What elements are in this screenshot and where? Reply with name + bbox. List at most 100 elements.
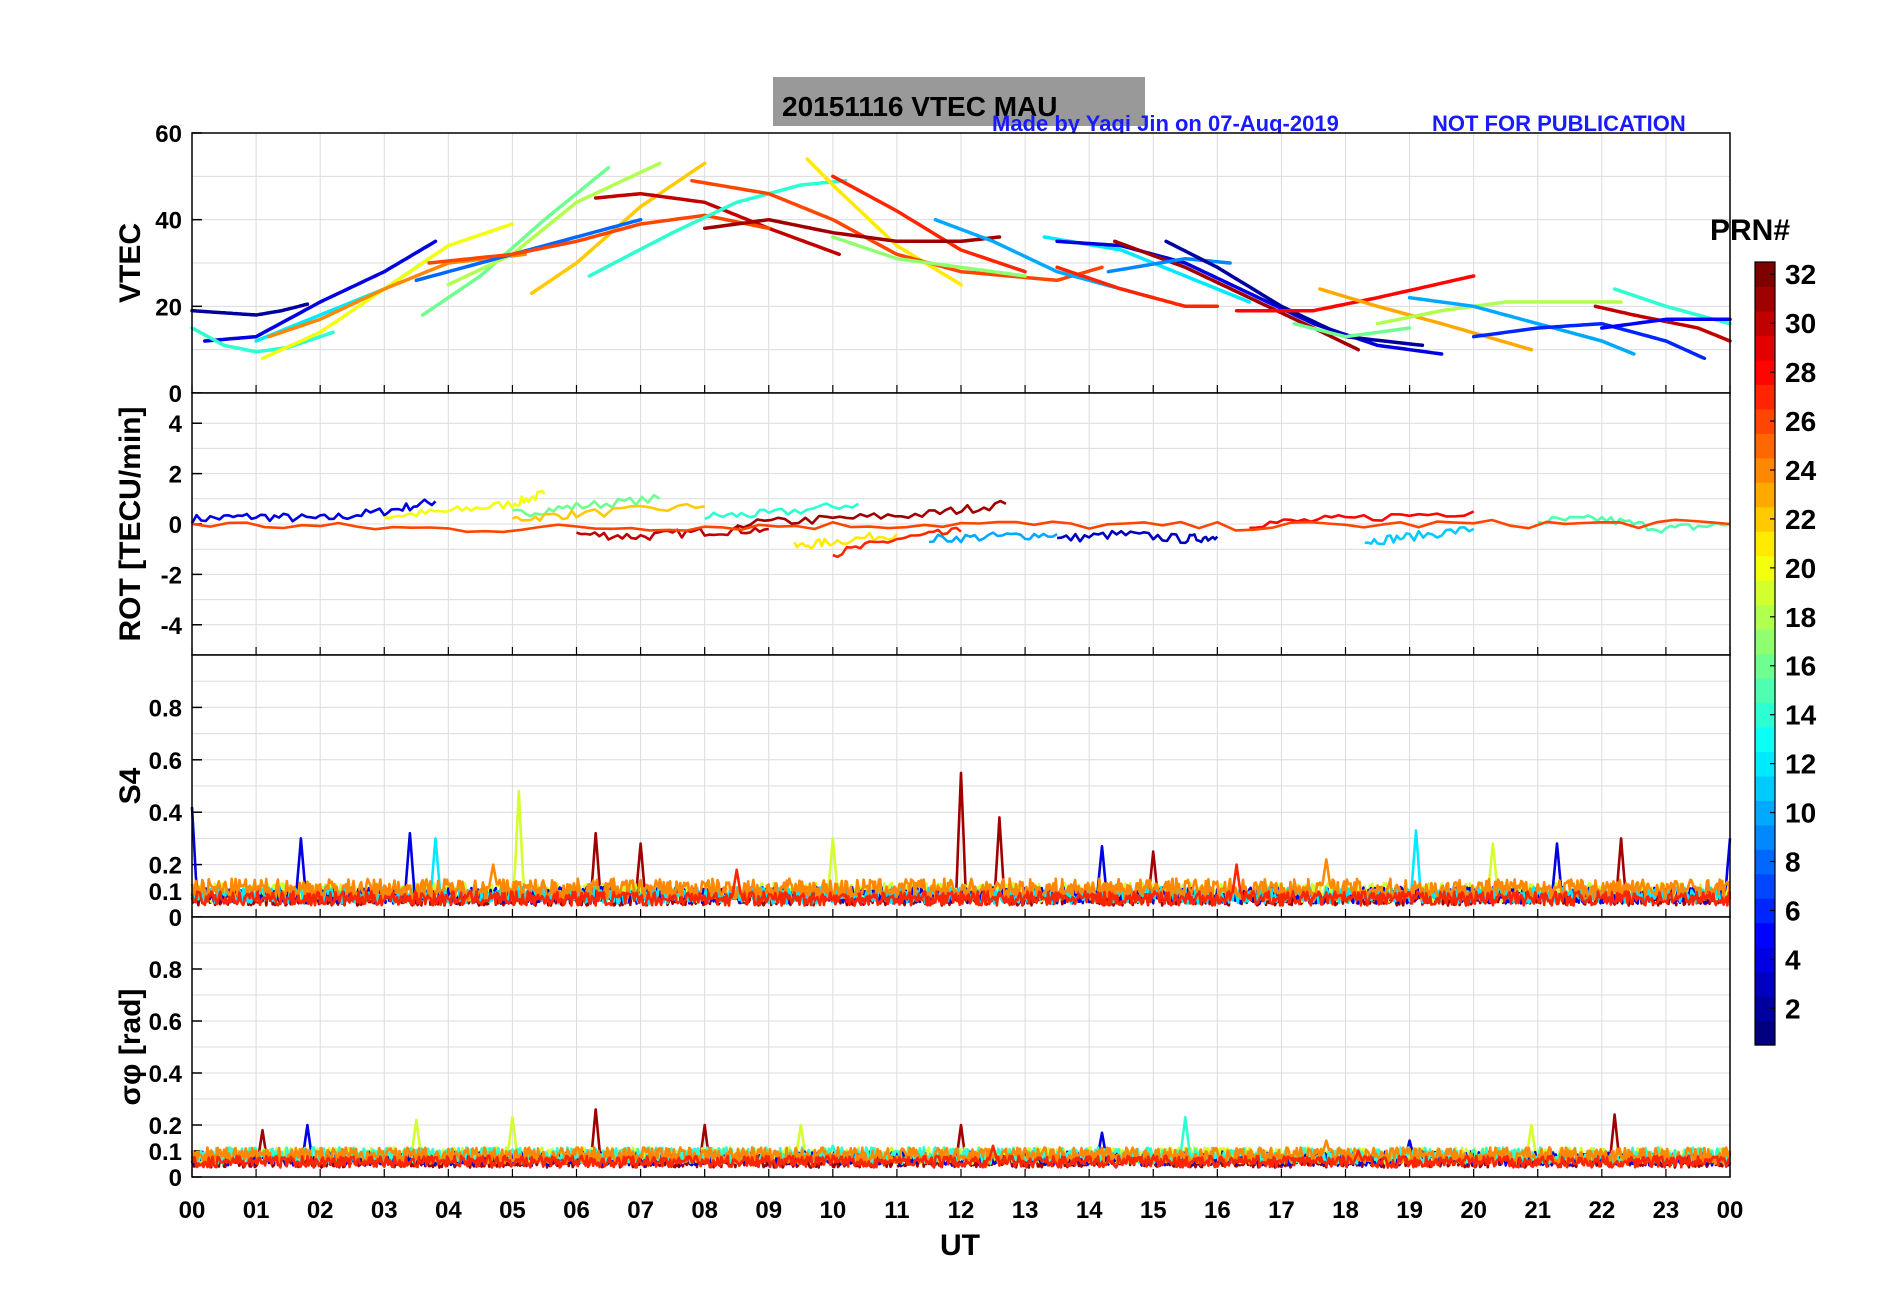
- colorbar-tick-label: 18: [1785, 602, 1816, 633]
- colorbar-swatch: [1755, 262, 1775, 288]
- panel-frame: [191, 916, 1731, 1178]
- x-tick-label: 01: [243, 1197, 270, 1224]
- series-prn-2: [190, 302, 310, 317]
- series-prn-28: [1234, 274, 1476, 313]
- series-prn-27: [190, 863, 1731, 907]
- series-prn-30: [593, 191, 841, 257]
- series-prn-6: [1471, 321, 1707, 361]
- colorbar-swatch: [1755, 359, 1775, 385]
- series-prn-17: [831, 235, 1027, 278]
- y-axis-label-sigma: σφ [rad]: [114, 989, 147, 1106]
- series-prn-27: [832, 526, 962, 559]
- y-tick-label: 2: [169, 462, 182, 489]
- series-prn-8: [414, 217, 643, 283]
- x-axis: 00 01 02 03 04 05 06 07 08 09 10 11 12 13 14 15 16 17 18 19…: [179, 1197, 1744, 1224]
- x-tick-label: 15: [1140, 1197, 1167, 1224]
- x-tick-label: 05: [499, 1197, 526, 1224]
- series-prn-4: [1055, 239, 1444, 356]
- colorbar-swatch: [1755, 408, 1775, 434]
- y-axis-label-vtec: VTEC: [114, 223, 147, 303]
- series-prn-26: [191, 518, 1731, 534]
- y-tick-label: 0.4: [149, 800, 183, 827]
- figure-title: 20151116 VTEC MAU: [782, 91, 1058, 122]
- colorbar-swatch: [1755, 555, 1775, 581]
- panel-s4: 00.10.2 0.4 0.6 0.8 S4: [114, 654, 1732, 932]
- y-tick-label: 0: [169, 512, 182, 539]
- colorbar-swatch: [1755, 922, 1775, 948]
- colorbar-swatch: [1755, 335, 1775, 361]
- colorbar-tick-label: 16: [1785, 651, 1816, 682]
- colorbar-tick-label: 26: [1785, 406, 1816, 437]
- series-prn-5: [1600, 317, 1732, 330]
- x-tick-label: 06: [563, 1197, 590, 1224]
- y-tick-label: 0.2: [149, 853, 182, 880]
- not-for-publication: NOT FOR PUBLICATION: [1432, 111, 1686, 136]
- y-tick-label: 0: [169, 905, 182, 932]
- colorbar-swatch: [1755, 775, 1775, 801]
- x-tick-label: 11: [884, 1197, 909, 1224]
- colorbar-swatch: [1755, 1020, 1775, 1046]
- colorbar-label: PRN#: [1710, 214, 1790, 247]
- series-prn-4: [190, 498, 437, 525]
- y-tick-label: 0.4: [149, 1061, 183, 1088]
- colorbar-swatch: [1755, 677, 1775, 704]
- x-tick-label: 13: [1012, 1197, 1039, 1224]
- colorbar-swatch: [1755, 531, 1775, 557]
- series-prn-16: [512, 493, 661, 518]
- series-prn-28: [1249, 510, 1475, 530]
- colorbar-swatch: [1755, 384, 1775, 410]
- x-tick-label: 00: [1717, 1197, 1744, 1224]
- series-prn-14: [704, 502, 860, 521]
- y-tick-label: 0: [169, 1165, 182, 1192]
- series-prn-10: [1407, 295, 1636, 356]
- colorbar-tick-label: 30: [1785, 308, 1816, 339]
- colorbar-swatch: [1755, 433, 1775, 459]
- x-tick-label: 14: [1076, 1197, 1103, 1224]
- colorbar-swatch: [1755, 751, 1775, 777]
- colorbar-swatch: [1755, 604, 1775, 630]
- series-prn-18: [446, 161, 662, 287]
- colorbar-tick-label: 6: [1785, 895, 1801, 926]
- series-prn-14: [190, 326, 335, 354]
- x-tick-label: 22: [1588, 1197, 1615, 1224]
- x-tick-label: 17: [1268, 1197, 1295, 1224]
- colorbar-tick-label: 4: [1785, 944, 1801, 975]
- colorbar-tick-label: 2: [1785, 993, 1801, 1024]
- colorbar-frame: [1754, 261, 1776, 1046]
- panel-rot: -4 -2 0 2 4 ROT [TECU/min]: [114, 392, 1731, 656]
- colorbar-tick-label: 8: [1785, 846, 1801, 877]
- colorbar-swatch: [1755, 457, 1775, 483]
- x-tick-label: 07: [627, 1197, 654, 1224]
- series-prn-2: [1164, 239, 1425, 348]
- colorbar-swatch: [1755, 800, 1775, 826]
- y-tick-label: 0.8: [149, 695, 182, 722]
- y-tick-label: 0.2: [149, 1113, 182, 1140]
- y-tick-label: 0.6: [149, 1009, 182, 1036]
- colorbar-swatch: [1755, 653, 1775, 679]
- panel-vtec: 0 20 40 60 VTEC: [114, 121, 1732, 408]
- colorbar-tick-label: 24: [1785, 455, 1817, 486]
- colorbar-tick-label: 22: [1785, 504, 1816, 535]
- colorbar-tick-label: 28: [1785, 357, 1816, 388]
- series-prn-31: [736, 499, 1007, 529]
- series-prn-22: [512, 502, 705, 522]
- y-tick-label: -4: [161, 613, 183, 640]
- y-axis-label-rot: ROT [TECU/min]: [114, 407, 147, 642]
- colorbar-swatch: [1755, 947, 1775, 973]
- series-prn-30: [1593, 304, 1732, 343]
- colorbar-swatch: [1755, 286, 1775, 312]
- y-tick-label: 0.6: [149, 748, 182, 775]
- series-prn-3: [1056, 529, 1219, 545]
- colorbar-tick-label: 14: [1785, 700, 1817, 731]
- y-tick-label: 0.1: [149, 1139, 182, 1166]
- colorbar-swatch: [1755, 482, 1775, 508]
- series-prn-31: [702, 217, 1002, 244]
- series-prn-27: [190, 1144, 1732, 1169]
- colorbar-swatch: [1755, 310, 1775, 337]
- series-prn-27: [1055, 265, 1220, 309]
- series-prn-16: [420, 165, 611, 317]
- x-tick-label: 12: [948, 1197, 975, 1224]
- y-tick-label: 0: [169, 381, 182, 408]
- colorbar-swatch: [1755, 898, 1775, 924]
